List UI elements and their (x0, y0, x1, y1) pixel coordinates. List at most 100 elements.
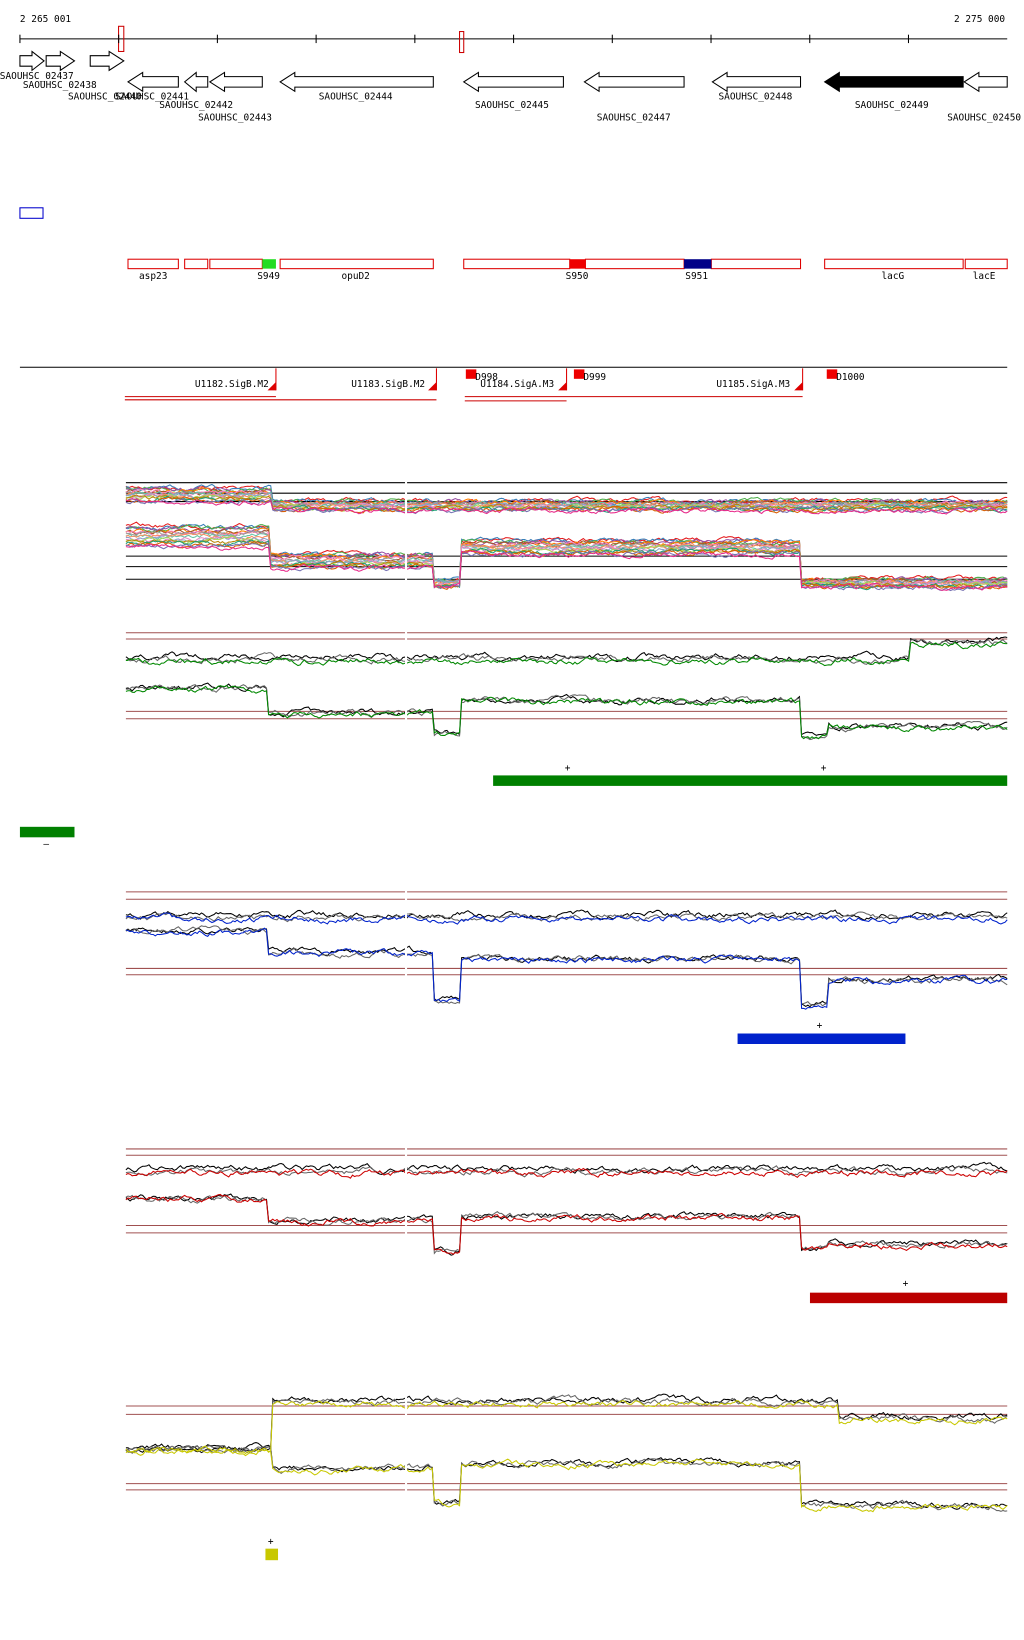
terminator-label: D998 (475, 372, 498, 383)
gene-label: SAOUHSC_02437 (0, 71, 74, 82)
feature-highlight (262, 259, 276, 269)
feature-label: asp23 (139, 271, 167, 282)
feature-box (710, 258, 802, 270)
marker: + (903, 1278, 909, 1289)
expression-trace (125, 497, 1008, 515)
gene-label: SAOUHSC_02441 (115, 92, 189, 103)
terminator-label: D999 (583, 372, 606, 383)
end-coordinate: 2 275 000 (954, 14, 1005, 25)
condition-bar (737, 1033, 906, 1044)
expression-trace (125, 927, 1008, 1010)
expression-trace (125, 1399, 1008, 1457)
gene-label: SAOUHSC_02450 (947, 113, 1021, 124)
gene-arrow (208, 71, 263, 93)
feature-box (584, 258, 685, 270)
feature-highlight (569, 259, 586, 269)
feature-box (209, 258, 263, 270)
promoter-label: U1185.SigA.M3 (716, 379, 790, 390)
feature-box (824, 258, 964, 270)
gene-arrow (89, 50, 125, 72)
expression-trace (125, 912, 1008, 925)
feature-highlight (684, 259, 712, 269)
expression-trace (125, 1167, 1008, 1179)
gene-label: SAOUHSC_02440 (68, 92, 142, 103)
promoter-arrow (558, 381, 567, 391)
expression-trace (125, 1194, 1008, 1255)
expression-trace (125, 1193, 1008, 1256)
gene-label: SAOUHSC_02445 (475, 100, 549, 111)
feature-label: S949 (257, 271, 280, 282)
start-coordinate: 2 265 001 (20, 14, 71, 25)
gene-arrow (279, 71, 434, 93)
marker: + (565, 763, 571, 774)
gene-arrow (183, 71, 209, 93)
expression-trace (125, 527, 1008, 585)
condition-bar (493, 775, 1008, 786)
expression-traces (125, 472, 1008, 1522)
expression-trace (125, 1445, 1008, 1512)
feature-label: opuD2 (341, 271, 369, 282)
marker: + (268, 1536, 274, 1547)
marker: + (821, 763, 827, 774)
gene-arrow (462, 71, 564, 93)
gene-label: SAOUHSC_02438 (23, 80, 97, 91)
feature-label: S951 (685, 271, 708, 282)
gene-arrow (711, 71, 802, 93)
feature-label: lacE (973, 271, 996, 282)
terminator (826, 369, 838, 379)
expression-trace (125, 530, 1008, 586)
gene-arrow (45, 50, 76, 72)
gene-label: SAOUHSC_02443 (198, 113, 272, 124)
expression-trace (125, 1193, 1008, 1255)
condition-bar (809, 1292, 1008, 1304)
gene-label: SAOUHSC_02447 (597, 113, 671, 124)
legend-box (19, 207, 44, 219)
expression-trace (125, 1394, 1008, 1454)
feature-box (964, 258, 1008, 270)
expression-trace (125, 638, 1008, 665)
promoter-arrow (428, 381, 437, 391)
gene-label: SAOUHSC_02444 (319, 92, 393, 103)
promoter-arrow (267, 381, 276, 391)
gene-arrow (823, 71, 964, 93)
marker: + (817, 1020, 823, 1031)
gene-label: SAOUHSC_02442 (159, 100, 233, 111)
expression-trace (125, 925, 1008, 1007)
condition-bar (265, 1548, 279, 1561)
region-mark (459, 31, 465, 54)
expression-trace (125, 1445, 1008, 1513)
expression-trace (125, 541, 1008, 592)
gene-arrow (19, 50, 45, 72)
expression-trace (125, 684, 1008, 741)
gene-label: SAOUHSC_02448 (718, 92, 792, 103)
expression-trace (125, 684, 1008, 740)
feature-box (127, 258, 179, 270)
condition-bar (19, 826, 75, 838)
expression-trace (125, 543, 1008, 591)
terminator (465, 369, 477, 379)
feature-box (279, 258, 434, 270)
feature-label: S950 (566, 271, 589, 282)
promoter-label: U1183.SigB.M2 (351, 379, 425, 390)
promoter-label: U1182.SigB.M2 (195, 379, 269, 390)
gene-label: SAOUHSC_02449 (855, 100, 929, 111)
gene-arrow (583, 71, 685, 93)
expression-trace (125, 532, 1008, 588)
expression-trace (125, 926, 1008, 1008)
expression-trace (125, 1444, 1008, 1510)
feature-label: lacG (881, 271, 904, 282)
expression-trace (125, 909, 1008, 921)
expression-trace (125, 641, 1008, 667)
expression-trace (125, 1161, 1008, 1175)
gene-arrow (963, 71, 1008, 93)
expression-trace (125, 530, 1008, 587)
marker: – (43, 839, 49, 850)
promoter-arrow (794, 381, 803, 391)
promoter-label: U1184.SigA.M3 (480, 379, 554, 390)
gene-arrow (127, 71, 179, 93)
terminator-label: D1000 (836, 372, 865, 383)
terminator (573, 369, 585, 379)
feature-box (184, 258, 209, 270)
expression-trace (125, 1393, 1008, 1451)
